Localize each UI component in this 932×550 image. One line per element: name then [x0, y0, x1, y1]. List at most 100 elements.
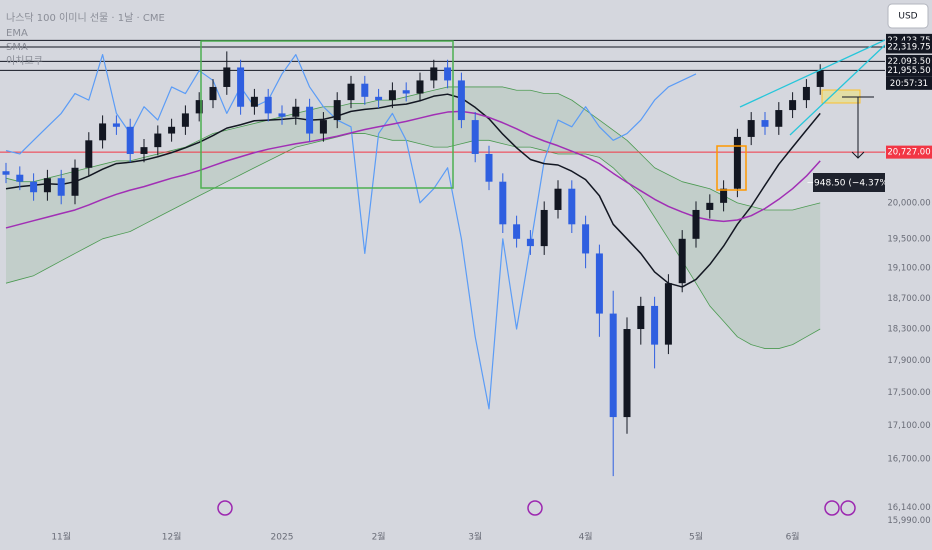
- candle-body: [388, 90, 396, 101]
- axis-layer: 22,423.7522,319.7522,093.5021,955.5020,7…: [886, 33, 932, 526]
- price-line-label: 22,093.50: [887, 57, 930, 67]
- countdown: 20:57:31: [890, 79, 928, 89]
- lagging-span: [5, 54, 697, 410]
- y-tick-label: 17,100.00: [887, 421, 930, 431]
- candle-body: [16, 174, 24, 182]
- candle-body: [775, 110, 783, 127]
- price-axis: [885, 0, 932, 550]
- legend-entry[interactable]: EMA: [6, 28, 28, 39]
- candle-body: [747, 120, 755, 137]
- price-line-label-bg: [886, 145, 932, 159]
- trend-line: [739, 39, 886, 108]
- candle-body: [595, 253, 603, 314]
- candle-body: [43, 178, 51, 193]
- measure-arrow-head: [851, 151, 865, 159]
- event-icons[interactable]: [217, 500, 856, 516]
- candle-body: [416, 80, 424, 94]
- candle-body: [223, 67, 231, 87]
- price-line-label: 22,319.75: [887, 42, 930, 52]
- candle-body: [57, 178, 65, 196]
- y-tick-label: 19,100.00: [887, 264, 930, 274]
- candle-body: [540, 209, 548, 247]
- candle-body: [692, 209, 700, 239]
- candle-body: [361, 83, 369, 97]
- price-line-label: 21,955.50: [887, 66, 930, 76]
- y-tick-label: 17,900.00: [887, 356, 930, 366]
- candle-body: [209, 86, 217, 101]
- currency-button[interactable]: [887, 3, 929, 29]
- candle-body: [802, 86, 810, 101]
- candle-body: [678, 238, 686, 284]
- candle-body: [347, 83, 355, 101]
- legend-entry[interactable]: SMA: [6, 42, 28, 53]
- legend-entry[interactable]: 이치모쿠: [6, 55, 43, 67]
- chart-title: 나스닥 100 이미니 선물 · 1날 · CME: [6, 12, 165, 24]
- candle-body: [85, 140, 93, 168]
- x-tick-label: 2월: [372, 531, 386, 543]
- candle-body: [720, 188, 728, 203]
- y-tick-label: 16,140.00: [887, 503, 930, 513]
- candle-body: [471, 120, 479, 154]
- candle-body: [623, 329, 631, 418]
- candle-body: [554, 188, 562, 210]
- x-tick-label: 5월: [689, 531, 703, 543]
- event-icon[interactable]: [527, 500, 543, 516]
- candle-body: [526, 238, 534, 247]
- candle-body: [568, 188, 576, 225]
- y-tick-label: 17,500.00: [887, 388, 930, 398]
- currency-label[interactable]: USD: [898, 12, 917, 22]
- event-icon[interactable]: [824, 500, 840, 516]
- x-tick-label: 2025: [271, 533, 294, 543]
- y-tick-label: 15,990.00: [887, 516, 930, 526]
- candle-body: [651, 305, 659, 345]
- candle-body: [664, 283, 672, 345]
- candle-body: [733, 136, 741, 189]
- candle-body: [2, 171, 10, 175]
- candle-body: [30, 181, 38, 193]
- candle-body: [637, 305, 645, 330]
- price-line-label: 20,727.00: [887, 148, 930, 158]
- candles-layer: [2, 51, 824, 477]
- price-line-label-bg: [886, 40, 932, 54]
- candle-body: [444, 67, 452, 81]
- moving-average: [5, 93, 821, 288]
- candle-body: [250, 96, 258, 107]
- candle-body: [306, 106, 314, 134]
- candle-body: [499, 181, 507, 225]
- box-annotation: [716, 145, 747, 191]
- candle-body: [319, 120, 327, 134]
- countdown-bg: [886, 76, 932, 90]
- candle-body: [154, 133, 162, 148]
- candle-body: [195, 100, 203, 114]
- candle-body: [582, 224, 590, 254]
- candle-body: [513, 224, 521, 239]
- candle-body: [816, 70, 824, 87]
- candle-body: [278, 113, 286, 117]
- candle-body: [99, 123, 107, 141]
- candle-body: [789, 100, 797, 111]
- candle-body: [181, 113, 189, 127]
- y-tick-label: 16,700.00: [887, 454, 930, 464]
- event-icon[interactable]: [840, 500, 856, 516]
- candle-body: [457, 80, 465, 121]
- candle-body: [609, 313, 617, 418]
- candle-body: [112, 123, 120, 127]
- x-tick-label: 3월: [468, 531, 482, 543]
- candle-body: [264, 96, 272, 114]
- candle-body: [292, 106, 300, 117]
- x-tick-label: 11월: [51, 531, 71, 543]
- event-icon[interactable]: [217, 500, 233, 516]
- candle-body: [71, 167, 79, 196]
- measure-box: [813, 173, 885, 192]
- candle-body: [168, 126, 176, 134]
- candle-body: [430, 67, 438, 81]
- trend-line: [789, 44, 886, 136]
- moving-average: [5, 110, 821, 229]
- box-annotation: [200, 40, 454, 189]
- x-tick-label: 12월: [162, 531, 182, 543]
- y-tick-label: 18,700.00: [887, 294, 930, 304]
- candle-body: [333, 100, 341, 121]
- candle-body: [485, 153, 493, 182]
- x-tick-label: 6월: [786, 531, 800, 543]
